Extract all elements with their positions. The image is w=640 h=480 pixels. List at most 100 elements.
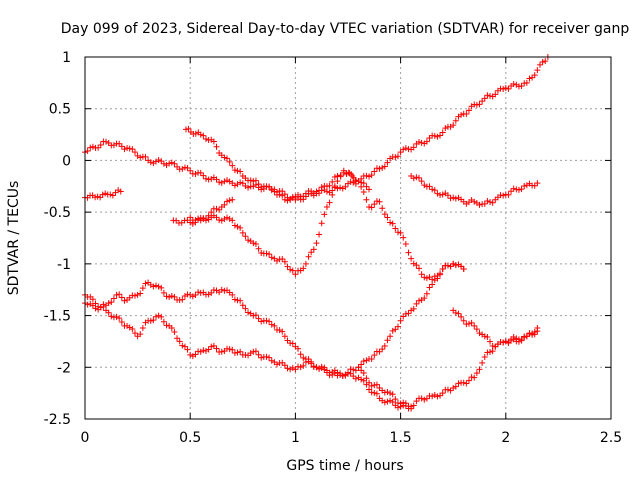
data-point	[268, 357, 275, 364]
data-point	[442, 125, 449, 132]
y-tick-label: -1.5	[44, 309, 71, 325]
y-tick-label: 0	[62, 153, 71, 169]
data-point	[221, 215, 228, 222]
data-point	[121, 297, 128, 304]
data-point	[84, 301, 91, 308]
data-point	[287, 266, 294, 273]
data-point	[276, 327, 283, 334]
data-point	[160, 318, 167, 325]
data-point	[492, 91, 499, 98]
data-point	[242, 305, 249, 312]
data-point	[202, 135, 209, 142]
data-point	[326, 199, 333, 206]
data-point	[400, 146, 407, 153]
data-point	[484, 349, 491, 356]
data-point	[360, 377, 367, 384]
data-point	[355, 178, 362, 185]
data-point	[281, 333, 288, 340]
data-point	[281, 196, 288, 203]
data-point	[429, 276, 436, 283]
data-point	[487, 92, 494, 99]
data-point	[184, 291, 191, 298]
data-point	[363, 375, 370, 382]
data-point	[460, 266, 467, 273]
data-point	[426, 183, 433, 190]
data-point	[308, 358, 315, 365]
data-point	[295, 345, 302, 352]
data-point	[381, 211, 388, 218]
data-point	[255, 245, 262, 252]
data-point	[434, 133, 441, 140]
data-point	[423, 290, 430, 297]
data-point	[115, 187, 122, 194]
data-point	[531, 72, 538, 79]
data-point	[208, 176, 215, 183]
data-point	[242, 233, 249, 240]
data-point	[266, 318, 273, 325]
data-point	[439, 390, 446, 397]
data-point	[489, 343, 496, 350]
data-point	[481, 333, 488, 340]
data-point	[297, 364, 304, 371]
data-point	[279, 192, 286, 199]
data-point	[329, 191, 336, 198]
data-point	[431, 391, 438, 398]
data-point	[429, 281, 436, 288]
data-point	[171, 329, 178, 336]
data-point	[205, 291, 212, 298]
grid	[85, 57, 611, 419]
data-point	[350, 373, 357, 380]
data-point	[195, 216, 202, 223]
data-point	[366, 203, 373, 210]
data-point	[113, 291, 120, 298]
data-point	[129, 146, 136, 153]
data-point	[234, 297, 241, 304]
data-point	[153, 282, 160, 289]
data-point	[208, 343, 215, 350]
data-point	[168, 292, 175, 299]
data-point	[387, 333, 394, 340]
data-point	[379, 346, 386, 353]
data-point	[387, 397, 394, 404]
data-point	[289, 364, 296, 371]
data-point	[218, 286, 225, 293]
data-point	[381, 389, 388, 396]
data-point	[508, 188, 515, 195]
data-point	[471, 374, 478, 381]
data-point	[200, 132, 207, 139]
data-point	[437, 132, 444, 139]
data-point	[292, 271, 299, 278]
data-point	[187, 167, 194, 174]
data-point	[421, 396, 428, 403]
data-point	[197, 214, 204, 221]
data-point	[95, 144, 102, 151]
data-point	[202, 217, 209, 224]
x-tick-label: 0	[81, 430, 90, 446]
data-point	[163, 322, 170, 329]
data-point	[263, 183, 270, 190]
data-point	[168, 159, 175, 166]
data-point	[481, 95, 488, 102]
data-point	[252, 177, 259, 184]
tick-labels: 0 0.5 1 1.5 2 2.5 -2.5 -2 -1.5 -1 -0.5 0 0.5 1	[44, 50, 622, 446]
data-point	[394, 399, 401, 406]
data-point	[366, 186, 373, 193]
data-point	[281, 191, 288, 198]
data-point	[397, 229, 404, 236]
data-point	[384, 337, 391, 344]
data-point	[529, 330, 536, 337]
data-point	[89, 302, 96, 309]
data-point	[318, 220, 325, 227]
data-point	[431, 132, 438, 139]
data-point	[189, 220, 196, 227]
data-point	[505, 85, 512, 92]
data-point	[521, 182, 528, 189]
data-point	[92, 194, 99, 201]
data-point	[160, 160, 167, 167]
data-point	[110, 142, 117, 149]
data-point	[384, 214, 391, 221]
data-point	[421, 274, 428, 281]
data-point	[116, 315, 123, 322]
data-point	[279, 255, 286, 262]
x-axis-label: GPS time / hours	[286, 458, 403, 474]
